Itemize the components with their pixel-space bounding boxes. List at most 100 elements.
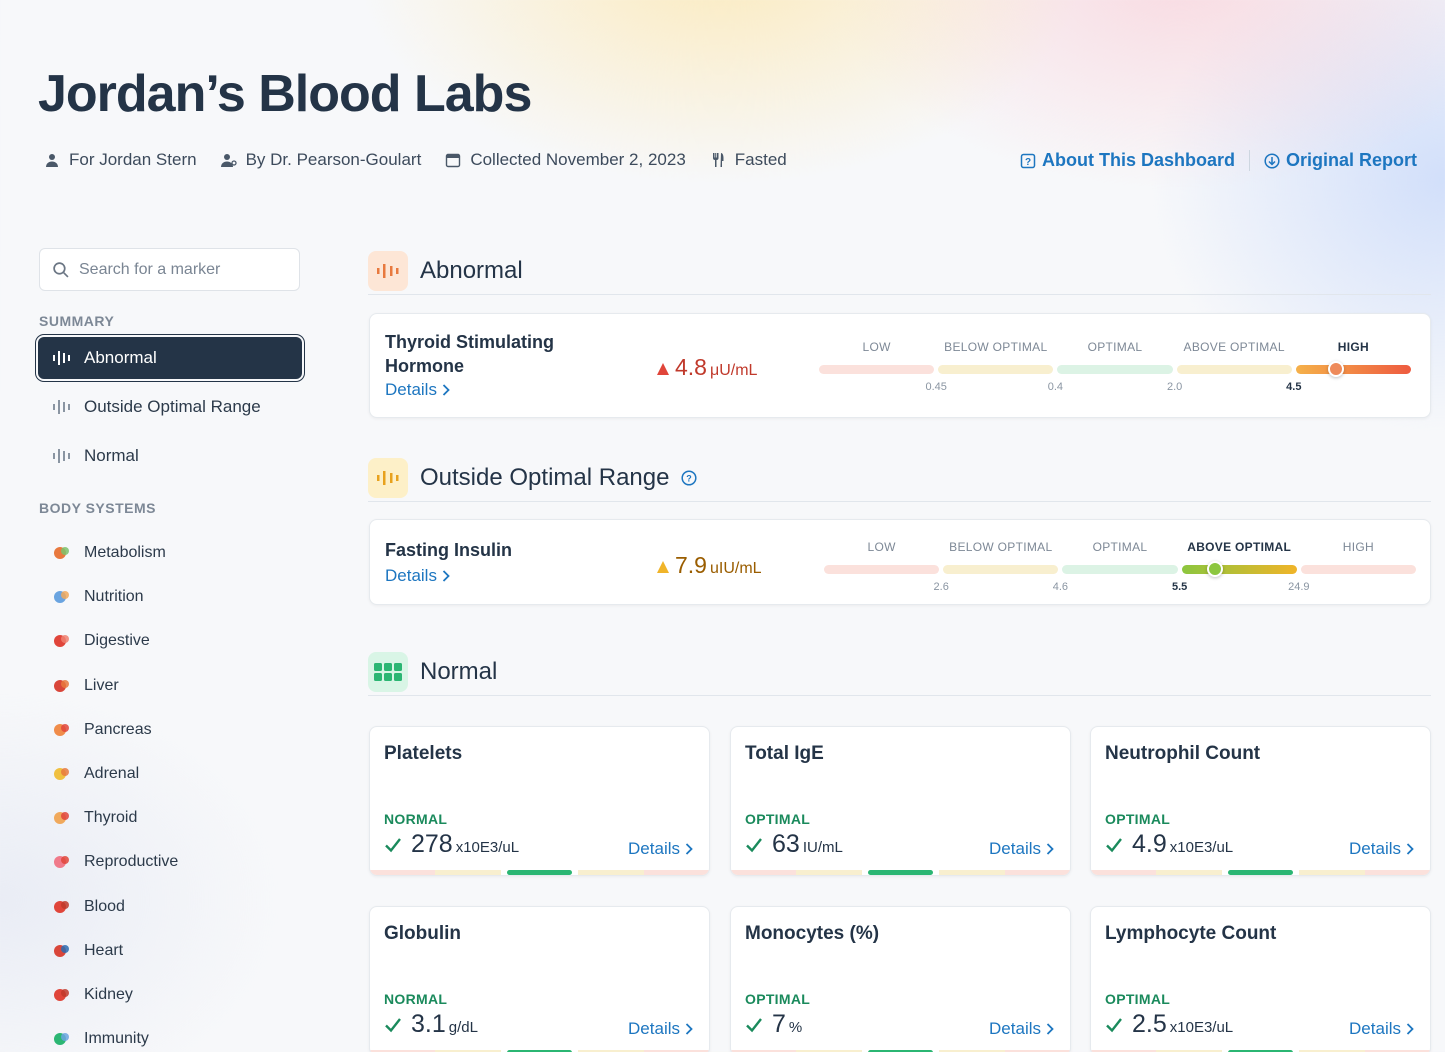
sidebar-item-heart[interactable]: Heart — [52, 929, 178, 973]
normal-section-header: Normal — [368, 648, 1431, 696]
sidebar-item-reproductive[interactable]: Reproductive — [52, 840, 178, 884]
range-tick: 5.5 — [1171, 581, 1188, 593]
range-tick: 4.6 — [1052, 581, 1069, 593]
abnormal-section-title: Abnormal — [420, 256, 523, 284]
status-badge: OPTIMAL — [745, 991, 811, 1007]
value-unit: μU/mL — [709, 362, 758, 379]
marker-name: Fasting Insulin — [385, 540, 513, 560]
reproductive-icon — [52, 852, 72, 872]
marker-value: 7.9 uIU/mL — [657, 552, 762, 579]
collected-date: Collected November 2, 2023 — [470, 150, 686, 169]
range-segment — [1295, 365, 1411, 374]
sidebar-item-blood[interactable]: Blood — [52, 885, 178, 929]
search-input[interactable] — [79, 260, 279, 279]
sidebar-item-outside-optimal[interactable]: Outside Optimal Range — [38, 386, 302, 428]
range-segment — [939, 1050, 1005, 1052]
value-unit: g/dL — [448, 1019, 478, 1036]
normal-marker-card: Monocytes (%) OPTIMAL 7% Details — [730, 906, 1071, 1052]
calendar-icon — [446, 153, 461, 168]
normal-section-title: Normal — [420, 657, 498, 685]
details-link[interactable]: Details — [1349, 839, 1414, 859]
sidebar-item-pancreas[interactable]: Pancreas — [52, 708, 178, 752]
outside-section-title: Outside Optimal Range — [420, 463, 670, 491]
details-label: Details — [989, 839, 1041, 858]
details-label: Details — [385, 566, 437, 585]
details-link[interactable]: Details — [385, 566, 450, 586]
summary-heading: SUMMARY — [39, 313, 115, 329]
details-label: Details — [628, 839, 680, 858]
range-segment — [370, 1050, 436, 1052]
abnormal-badge — [368, 250, 408, 291]
details-link[interactable]: Details — [628, 839, 693, 859]
details-link[interactable]: Details — [989, 1019, 1054, 1039]
about-dashboard-link[interactable]: ? About This Dashboard — [1006, 150, 1249, 171]
value-number: 2.5 — [1132, 1010, 1167, 1038]
range-segment — [1156, 870, 1222, 875]
abnormal-section-header: Abnormal — [368, 247, 1431, 295]
sidebar-item-metabolism[interactable]: Metabolism — [52, 531, 178, 575]
details-label: Details — [628, 1019, 680, 1038]
chevron-right-icon — [685, 843, 693, 855]
sidebar-item-thyroid[interactable]: Thyroid — [52, 796, 178, 840]
value-unit: uIU/mL — [709, 560, 762, 577]
range-segment — [1299, 1050, 1365, 1052]
report-meta: For Jordan Stern By Dr. Pearson-Goulart … — [44, 150, 787, 170]
range-label: OPTIMAL — [1092, 540, 1148, 554]
sidebar-item-digestive[interactable]: Digestive — [52, 619, 178, 663]
sidebar-item-label: Nutrition — [84, 588, 144, 606]
waveform-icon — [377, 470, 399, 485]
normal-marker-card: Total IgE OPTIMAL 63 IU/mL Details — [730, 726, 1071, 876]
mini-range-bar — [1091, 1050, 1430, 1052]
range-segment — [643, 1050, 709, 1052]
range-segment — [435, 1050, 501, 1052]
above-triangle-icon — [657, 561, 669, 573]
details-link[interactable]: Details — [1349, 1019, 1414, 1039]
marker-value: 7% — [745, 1010, 802, 1039]
range-label: HIGH — [1342, 540, 1374, 554]
range-tick: 2.0 — [1166, 381, 1183, 393]
range-segment-active — [867, 870, 934, 875]
range-segment — [578, 1050, 644, 1052]
details-link[interactable]: Details — [385, 380, 450, 400]
marker-card-tsh: Thyroid Stimulating Hormone Details 4.8 … — [369, 313, 1431, 418]
fasting-meta: Fasted — [710, 150, 787, 170]
sidebar-item-immunity[interactable]: Immunity — [52, 1017, 178, 1052]
original-report-link[interactable]: Original Report — [1248, 150, 1431, 171]
chevron-right-icon — [1046, 1023, 1054, 1035]
collected-meta: Collected November 2, 2023 — [445, 150, 686, 170]
range-segment-active — [867, 1050, 934, 1052]
outside-badge — [368, 457, 408, 498]
chevron-right-icon — [442, 384, 450, 396]
sidebar-item-kidney[interactable]: Kidney — [52, 973, 178, 1017]
marker-card-fasting-insulin: Fasting Insulin Details 7.9 uIU/mL LOW BE… — [369, 519, 1431, 605]
check-icon — [385, 1017, 401, 1032]
range-segment-active — [1227, 1050, 1294, 1052]
waveform-icon — [377, 263, 399, 278]
marker-name: Monocytes (%) — [745, 923, 880, 944]
doctor-name: By Dr. Pearson-Goulart — [245, 150, 422, 169]
normal-marker-card: Globulin NORMAL 3.1 g/dL Details — [369, 906, 710, 1052]
patient-name: For Jordan Stern — [69, 150, 197, 169]
sidebar-item-liver[interactable]: Liver — [52, 664, 178, 708]
sidebar-item-label: Liver — [84, 676, 119, 694]
range-segment-active — [506, 870, 573, 875]
sidebar-item-normal[interactable]: Normal — [38, 435, 302, 477]
range-tick: 2.6 — [933, 581, 949, 593]
details-link[interactable]: Details — [989, 839, 1054, 859]
doctor-icon — [220, 154, 237, 167]
header-links: ? About This Dashboard Original Report — [1006, 150, 1431, 171]
sidebar-item-nutrition[interactable]: Nutrition — [52, 575, 178, 619]
chevron-right-icon — [685, 1023, 693, 1035]
range-segment — [578, 870, 644, 875]
sidebar-item-adrenal[interactable]: Adrenal — [52, 752, 178, 796]
range-segment — [796, 870, 862, 875]
details-label: Details — [1349, 839, 1401, 858]
details-link[interactable]: Details — [628, 1019, 693, 1039]
range-tick: 4.5 — [1286, 381, 1302, 393]
check-icon — [746, 1017, 762, 1032]
range-segment — [824, 565, 940, 574]
status-badge: OPTIMAL — [1105, 991, 1171, 1007]
help-icon[interactable]: ? — [681, 469, 698, 486]
search-box[interactable] — [39, 248, 300, 291]
sidebar-item-abnormal[interactable]: Abnormal — [38, 337, 302, 379]
